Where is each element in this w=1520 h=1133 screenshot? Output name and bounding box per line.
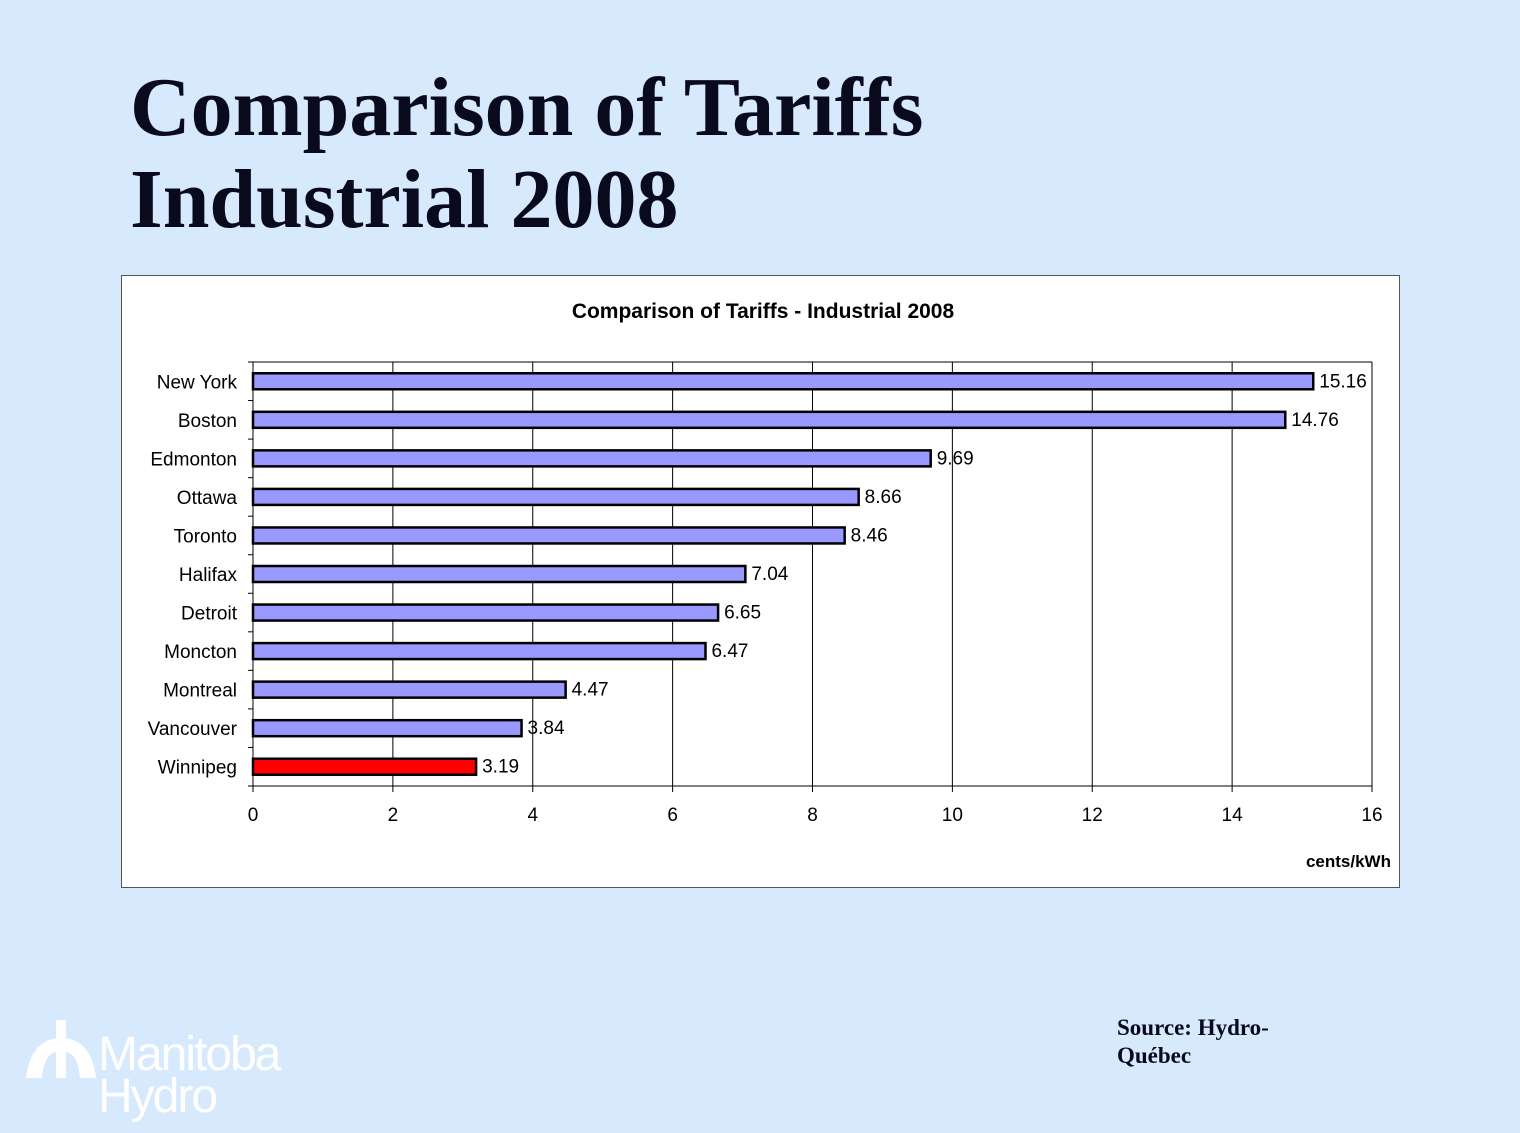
bar-chart: Comparison of Tariffs - Industrial 2008 … <box>148 300 1391 871</box>
category-label: Ottawa <box>177 488 238 509</box>
axes: 0 2 4 6 8 10 12 14 16 New York Boston Edmonton Ottaw… <box>148 361 1383 826</box>
chart-title: Comparison of Tariffs - Industrial 2008 <box>572 300 955 323</box>
bars: 15.16 14.76 9.69 8.66 8.46 7.04 6.65 6.47 4.47 3.… <box>251 371 1367 778</box>
bar-edmonton <box>251 449 932 468</box>
x-tick-label: 16 <box>1361 805 1382 826</box>
bar-boston <box>251 410 1287 430</box>
value-label: 14.76 <box>1291 410 1339 431</box>
bar-detroit <box>251 603 720 622</box>
category-label: New York <box>157 372 238 393</box>
value-label: 7.04 <box>751 564 788 585</box>
bar-winnipeg <box>251 757 478 776</box>
value-label: 6.65 <box>724 603 761 624</box>
bar-new-york <box>251 372 1315 391</box>
value-label: 8.46 <box>851 525 888 546</box>
x-tick-label: 8 <box>807 805 818 826</box>
category-label: Detroit <box>181 604 238 625</box>
source-note: Source: Hydro-Québec <box>1117 1015 1269 1068</box>
category-label: Toronto <box>174 526 237 547</box>
x-tick-label: 4 <box>527 805 538 826</box>
x-tick-label: 12 <box>1082 805 1103 826</box>
title-line-1: Comparison of Tariffs <box>130 61 924 154</box>
bar-halifax <box>251 564 747 584</box>
chart-container: Comparison of Tariffs - Industrial 2008 … <box>121 275 1400 888</box>
slide-title: Comparison of Tariffs Industrial 2008 <box>130 62 923 246</box>
bar-ottawa <box>251 487 860 507</box>
category-label: Moncton <box>164 642 237 663</box>
value-label: 4.47 <box>572 680 609 701</box>
category-label: Boston <box>178 411 237 432</box>
x-tick-label: 2 <box>388 805 399 826</box>
bar-montreal <box>251 680 567 699</box>
category-label: Montreal <box>163 681 237 702</box>
x-tick-label: 6 <box>667 805 678 826</box>
bar-vancouver <box>251 718 523 738</box>
value-label: 3.19 <box>482 757 519 778</box>
value-label: 8.66 <box>865 487 902 508</box>
gridlines <box>252 361 1373 786</box>
category-label: Halifax <box>179 565 238 586</box>
logo-text: Manitoba Hydro <box>98 1028 281 1123</box>
x-tick-label: 10 <box>942 805 963 826</box>
value-label: 15.16 <box>1319 371 1367 392</box>
category-label: Edmonton <box>150 449 237 470</box>
manitoba-hydro-logo: Manitoba Hydro <box>26 1020 326 1130</box>
x-tick-label: 14 <box>1222 805 1244 826</box>
bar-toronto <box>251 526 846 545</box>
title-line-2: Industrial 2008 <box>130 153 679 246</box>
logo-tower-icon <box>26 1020 96 1078</box>
category-label: Vancouver <box>148 719 238 740</box>
category-label: Winnipeg <box>158 758 237 779</box>
bar-moncton <box>251 641 707 661</box>
x-axis-label: cents/kWh <box>1306 852 1391 871</box>
x-tick-label: 0 <box>248 805 259 826</box>
value-label: 6.47 <box>711 641 748 662</box>
value-label: 9.69 <box>937 448 974 469</box>
value-label: 3.84 <box>528 718 565 739</box>
